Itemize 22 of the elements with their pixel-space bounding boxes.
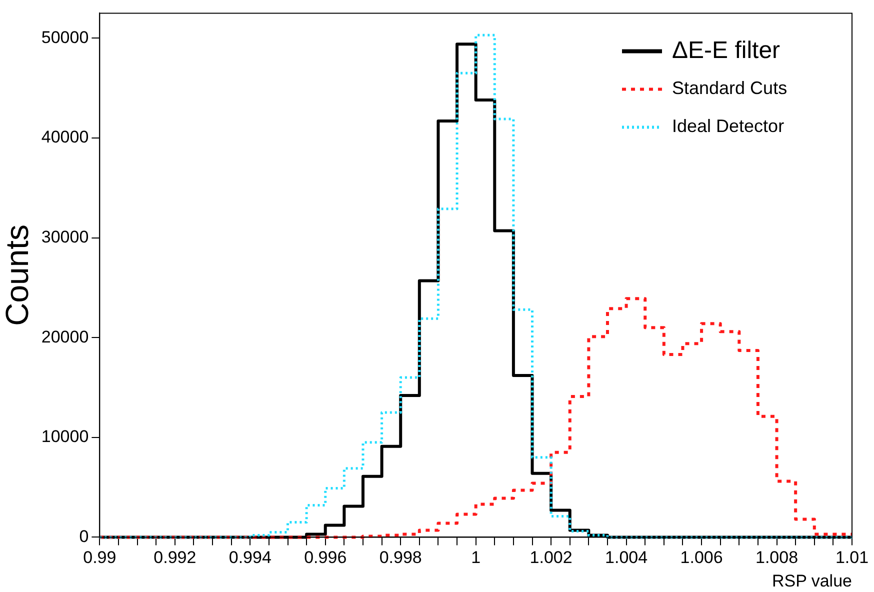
y-tick-label: 30000 — [41, 227, 89, 246]
x-tick-label: 1.006 — [680, 548, 723, 568]
y-axis-title: Counts — [0, 224, 36, 326]
x-tick-label: 0.996 — [304, 548, 347, 568]
x-tick-label: 0.998 — [379, 548, 422, 568]
x-tick-label: 1 — [471, 548, 481, 568]
y-tick-label: 10000 — [41, 427, 89, 446]
x-tick-label: 1.004 — [605, 548, 648, 568]
x-tick-label: 1.008 — [755, 548, 798, 568]
x-tick-label: 1.01 — [835, 548, 869, 568]
y-tick-label: 0 — [79, 526, 89, 546]
y-tick-label: 20000 — [41, 327, 89, 346]
x-axis-title: RSP value — [772, 571, 852, 590]
legend-label: Ideal Detector — [672, 116, 784, 136]
x-tick-label: 0.99 — [83, 548, 116, 568]
legend-label: Standard Cuts — [672, 78, 788, 98]
legend-label: ΔE-E filter — [672, 36, 780, 64]
x-tick-label: 1.002 — [530, 548, 572, 568]
x-tick-label: 0.994 — [228, 548, 272, 568]
y-tick-label: 50000 — [41, 28, 89, 47]
x-tick-label: 0.992 — [154, 548, 196, 568]
y-tick-label: 40000 — [41, 128, 89, 147]
